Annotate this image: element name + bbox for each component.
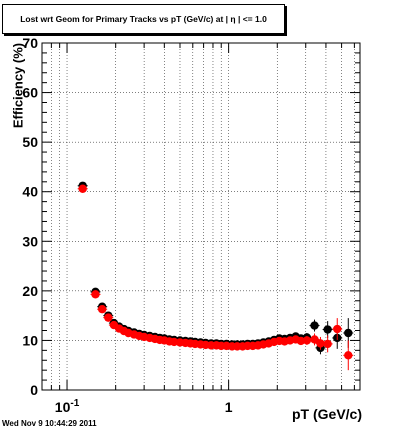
data-point (316, 339, 325, 348)
data-point (310, 335, 319, 344)
data-point (78, 184, 87, 193)
plot-frame (41, 42, 361, 391)
data-point (104, 313, 113, 322)
data-point (97, 304, 107, 314)
y-tick-label: 30 (22, 233, 38, 249)
grid-lines (41, 43, 360, 390)
data-point (323, 339, 332, 349)
axis-ticks: 0 10 20 30 40 50 60 70 10-1 1 (22, 35, 360, 415)
data-point (344, 351, 353, 360)
x-tick-label: 1 (225, 399, 233, 415)
y-tick-label: 40 (22, 184, 38, 200)
timestamp: Wed Nov 9 10:44:29 2011 (2, 419, 97, 428)
y-tick-label: 60 (22, 85, 38, 101)
series-1 (77, 184, 354, 371)
y-tick-label: 50 (22, 134, 38, 150)
data-point (310, 321, 319, 330)
data-marks (77, 181, 354, 371)
y-tick-label: 10 (22, 332, 38, 348)
data-point (296, 336, 306, 346)
x-axis-label: pT (GeV/c) (291, 406, 362, 422)
y-tick-label: 70 (22, 35, 38, 51)
x-tick-label: 10-1 (55, 398, 80, 415)
data-point (323, 325, 332, 334)
data-point (344, 328, 353, 338)
data-point (302, 336, 312, 345)
y-axis-label: Efficiency (%) (10, 42, 26, 129)
axes (41, 42, 361, 391)
chart-title: Lost wrt Geom for Primary Tracks vs pT (… (2, 4, 285, 34)
data-point (91, 290, 100, 299)
y-tick-label: 0 (30, 382, 38, 398)
y-tick-label: 20 (22, 283, 38, 299)
data-point (333, 324, 342, 334)
